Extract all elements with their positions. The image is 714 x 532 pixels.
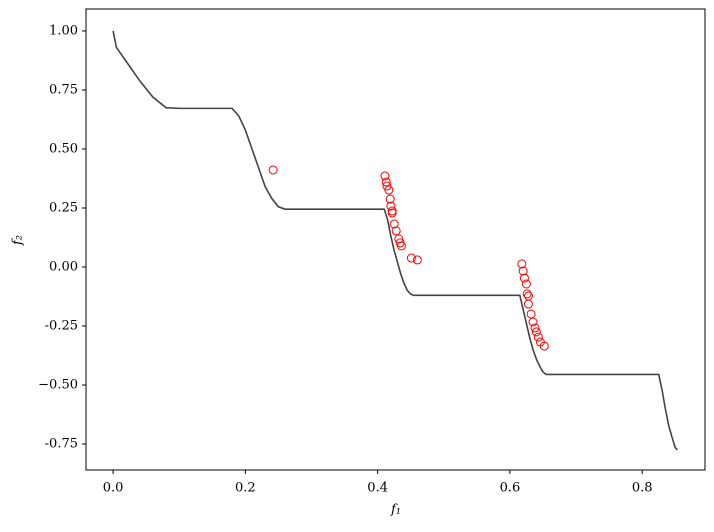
y-tick-label: 0.25 xyxy=(49,200,78,215)
point xyxy=(539,341,549,351)
y-tick-label: 0.00 xyxy=(49,259,78,274)
point xyxy=(406,253,416,263)
y-tick-label: -0.75 xyxy=(45,437,78,452)
point xyxy=(533,332,543,342)
y-tick-label: −0.50 xyxy=(38,378,78,393)
x-tick-label: 0.4 xyxy=(367,481,388,496)
point xyxy=(522,289,532,299)
x-axis-label: f₁ xyxy=(390,503,401,518)
y-tick-label: 0.50 xyxy=(49,141,78,156)
point xyxy=(531,327,541,337)
plot-frame xyxy=(85,8,706,471)
y-tick-label: 0.75 xyxy=(49,82,78,97)
point xyxy=(391,226,401,236)
point xyxy=(385,194,395,204)
point xyxy=(530,323,540,333)
point xyxy=(523,291,533,301)
point xyxy=(268,165,278,175)
x-tick-label: 0.2 xyxy=(235,481,256,496)
point xyxy=(396,241,406,251)
y-tick-label: 1.00 xyxy=(49,23,78,38)
front-line xyxy=(112,30,678,451)
point xyxy=(517,259,527,269)
point xyxy=(523,299,533,309)
point xyxy=(386,201,396,211)
x-tick-label: 0.8 xyxy=(632,481,653,496)
point xyxy=(519,273,529,283)
point xyxy=(387,206,397,216)
y-tick-label: -0.25 xyxy=(45,319,78,334)
x-tick-label: 0.6 xyxy=(500,481,521,496)
y-axis-label: f₂ xyxy=(11,235,26,246)
point xyxy=(380,171,390,181)
x-tick-label: 0.0 xyxy=(103,481,124,496)
point xyxy=(528,317,538,327)
point xyxy=(384,185,394,195)
point xyxy=(389,219,399,229)
point xyxy=(387,208,397,218)
point xyxy=(381,177,391,187)
point xyxy=(412,255,422,265)
point xyxy=(521,279,531,289)
point xyxy=(518,266,528,276)
point xyxy=(526,309,536,319)
